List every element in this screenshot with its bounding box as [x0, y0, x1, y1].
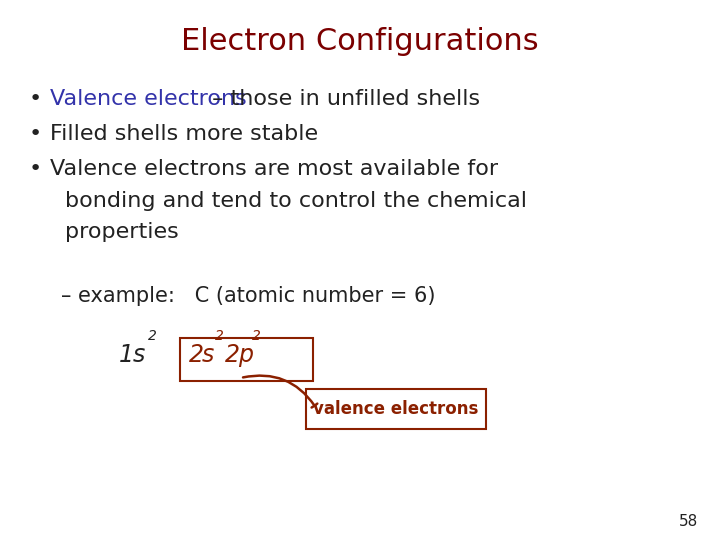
Text: p: p: [238, 343, 253, 367]
Text: 1: 1: [119, 343, 134, 367]
Text: •: •: [29, 89, 42, 109]
FancyBboxPatch shape: [306, 389, 486, 429]
Text: Filled shells more stable: Filled shells more stable: [50, 124, 318, 144]
Text: 58: 58: [679, 514, 698, 529]
Text: Valence electrons: Valence electrons: [50, 89, 247, 109]
Text: – those in unfilled shells: – those in unfilled shells: [205, 89, 480, 109]
Text: 2: 2: [189, 343, 204, 367]
Text: 2: 2: [148, 329, 156, 343]
Text: properties: properties: [65, 222, 179, 242]
Text: •: •: [29, 124, 42, 144]
Text: Valence electrons are most available for: Valence electrons are most available for: [50, 159, 498, 179]
Text: Electron Configurations: Electron Configurations: [181, 27, 539, 56]
Text: 2: 2: [225, 343, 240, 367]
Text: s: s: [202, 343, 214, 367]
Text: bonding and tend to control the chemical: bonding and tend to control the chemical: [65, 191, 527, 211]
Text: 2: 2: [252, 329, 261, 343]
Text: – example:   C (atomic number = 6): – example: C (atomic number = 6): [61, 286, 436, 306]
Text: s: s: [133, 343, 145, 367]
Text: 2: 2: [215, 329, 223, 343]
Text: valence electrons: valence electrons: [313, 400, 479, 418]
FancyBboxPatch shape: [180, 338, 313, 381]
Text: •: •: [29, 159, 42, 179]
